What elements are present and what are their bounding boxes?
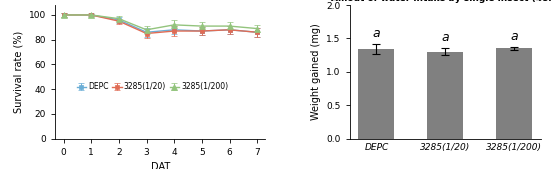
X-axis label: DAT: DAT (151, 162, 170, 169)
Text: a: a (442, 31, 449, 44)
Title: Amout of water intake by single insect (48h): Amout of water intake by single insect (… (331, 0, 552, 3)
Bar (358, 49, 394, 139)
Text: a: a (511, 30, 518, 43)
Bar (427, 52, 463, 139)
Legend: DEPC, 3285(1/20), 3285(1/200): DEPC, 3285(1/20), 3285(1/200) (76, 81, 229, 92)
Text: a: a (373, 27, 380, 40)
Y-axis label: Survival rate (%): Survival rate (%) (13, 31, 23, 113)
Bar (496, 49, 532, 139)
Y-axis label: Weight gained (mg): Weight gained (mg) (311, 23, 321, 120)
